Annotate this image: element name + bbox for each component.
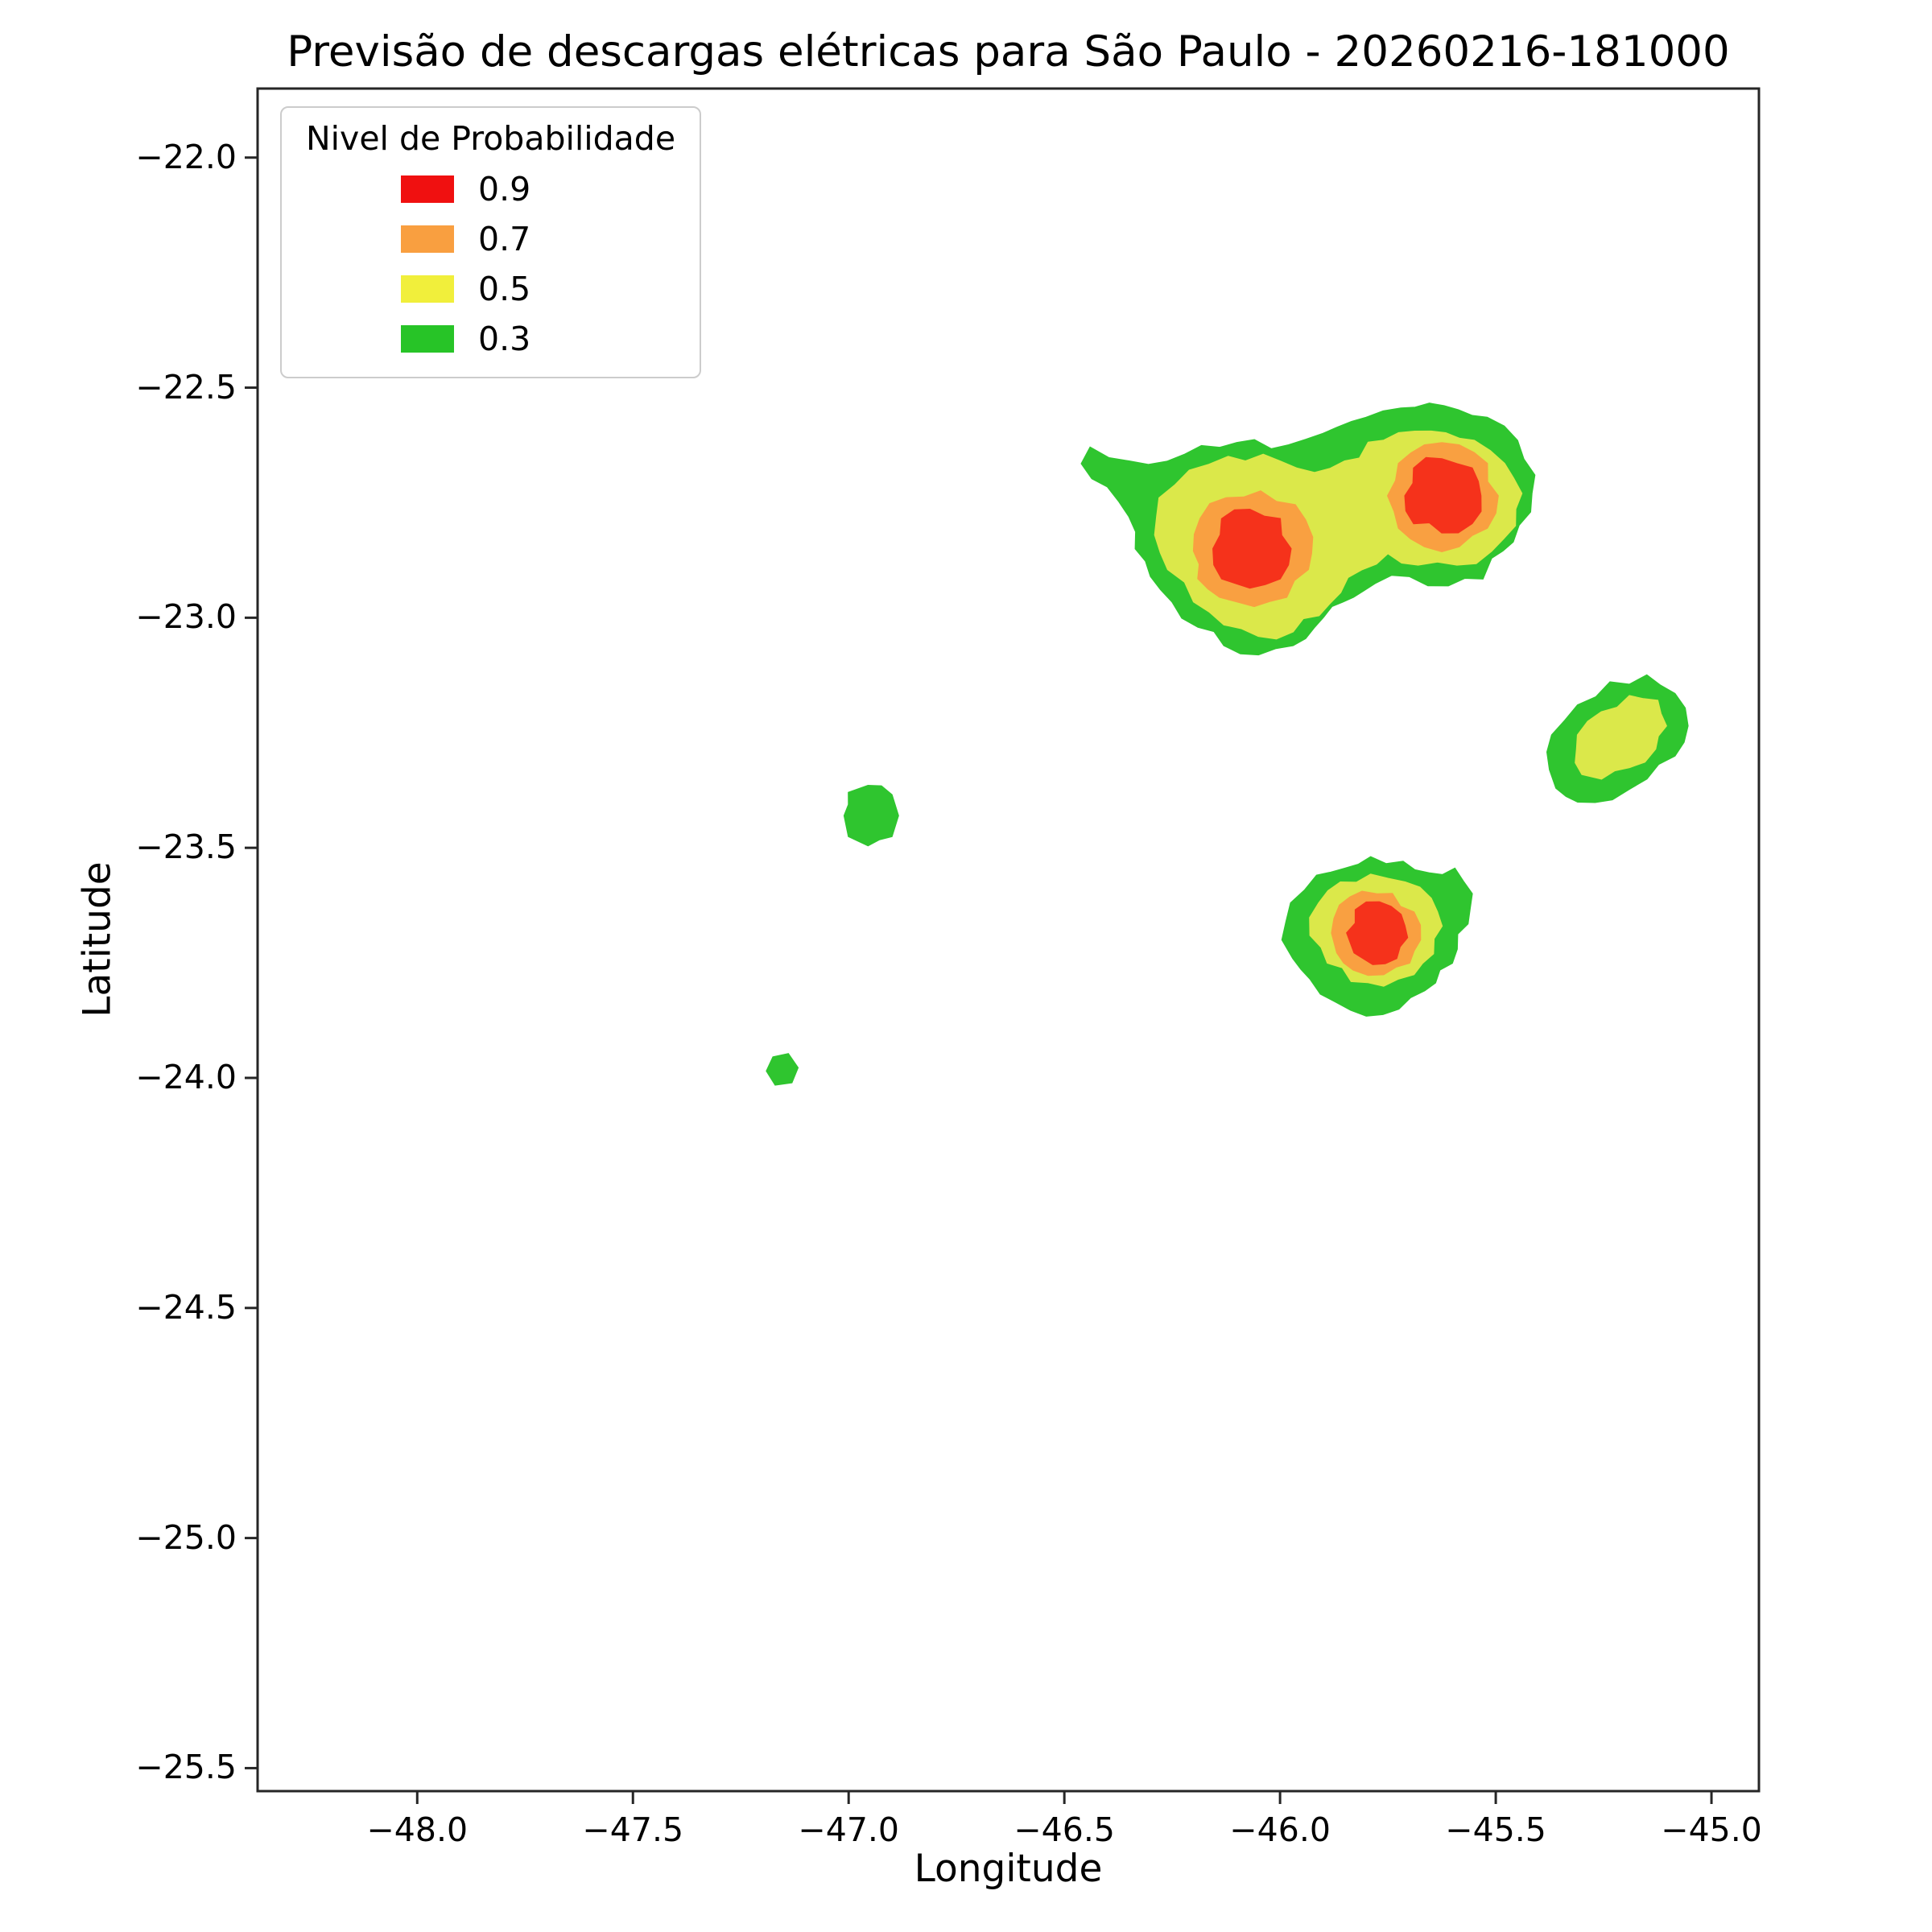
legend-item-0.5: 0.5 bbox=[306, 264, 675, 314]
y-tick-label: −24.5 bbox=[135, 1287, 237, 1327]
legend-swatch-0.9 bbox=[401, 175, 454, 203]
legend-item-0.3: 0.3 bbox=[306, 314, 675, 364]
y-axis-label: Latitude bbox=[75, 861, 120, 1018]
x-tick-label: −45.0 bbox=[1661, 1810, 1762, 1849]
y-tick-label: −23.5 bbox=[135, 828, 237, 867]
legend-swatch-0.3 bbox=[401, 325, 454, 353]
x-tick-label: −46.0 bbox=[1229, 1810, 1331, 1849]
y-tick-label: −25.0 bbox=[135, 1517, 237, 1557]
contour-north-west-red bbox=[1212, 508, 1292, 589]
legend-item-label: 0.9 bbox=[478, 170, 531, 208]
legend-item-label: 0.7 bbox=[478, 220, 531, 258]
x-axis-label: Longitude bbox=[914, 1847, 1103, 1891]
contour-north-east-red bbox=[1404, 456, 1482, 534]
legend-items: 0.9 0.7 0.5 0.3 bbox=[306, 164, 675, 364]
legend-item-0.9: 0.9 bbox=[306, 164, 675, 214]
legend-title: Nivel de Probabilidade bbox=[306, 119, 676, 158]
contour-southwest-tiny-green bbox=[766, 1053, 799, 1086]
x-tick-label: −47.0 bbox=[798, 1810, 900, 1849]
chart-title: Previsão de descargas elétricas para São… bbox=[287, 27, 1730, 76]
y-tick-label: −24.0 bbox=[135, 1057, 237, 1096]
contour-east-cell-yellow bbox=[1575, 695, 1667, 780]
y-tick-label: −22.5 bbox=[135, 367, 237, 407]
legend-swatch-0.5 bbox=[401, 275, 454, 303]
y-tick-label: −23.0 bbox=[135, 597, 237, 637]
contour-mid-small-green bbox=[843, 784, 899, 847]
axes-frame bbox=[256, 87, 1761, 1793]
x-tick-label: −48.0 bbox=[366, 1810, 469, 1849]
legend-item-label: 0.3 bbox=[478, 320, 531, 358]
y-tick-label: −22.0 bbox=[135, 137, 237, 176]
x-tick-label: −45.5 bbox=[1445, 1810, 1546, 1849]
x-tick-label: −46.5 bbox=[1013, 1810, 1115, 1849]
legend-item-label: 0.5 bbox=[478, 270, 531, 308]
legend-item-0.7: 0.7 bbox=[306, 214, 675, 264]
x-tick-label: −47.5 bbox=[582, 1810, 684, 1849]
legend-swatch-0.7 bbox=[401, 225, 454, 253]
legend: Nivel de Probabilidade 0.9 0.7 0.5 0.3 bbox=[280, 106, 702, 378]
contour-south-cell-red bbox=[1346, 901, 1409, 965]
y-tick-label: −25.5 bbox=[135, 1748, 237, 1787]
